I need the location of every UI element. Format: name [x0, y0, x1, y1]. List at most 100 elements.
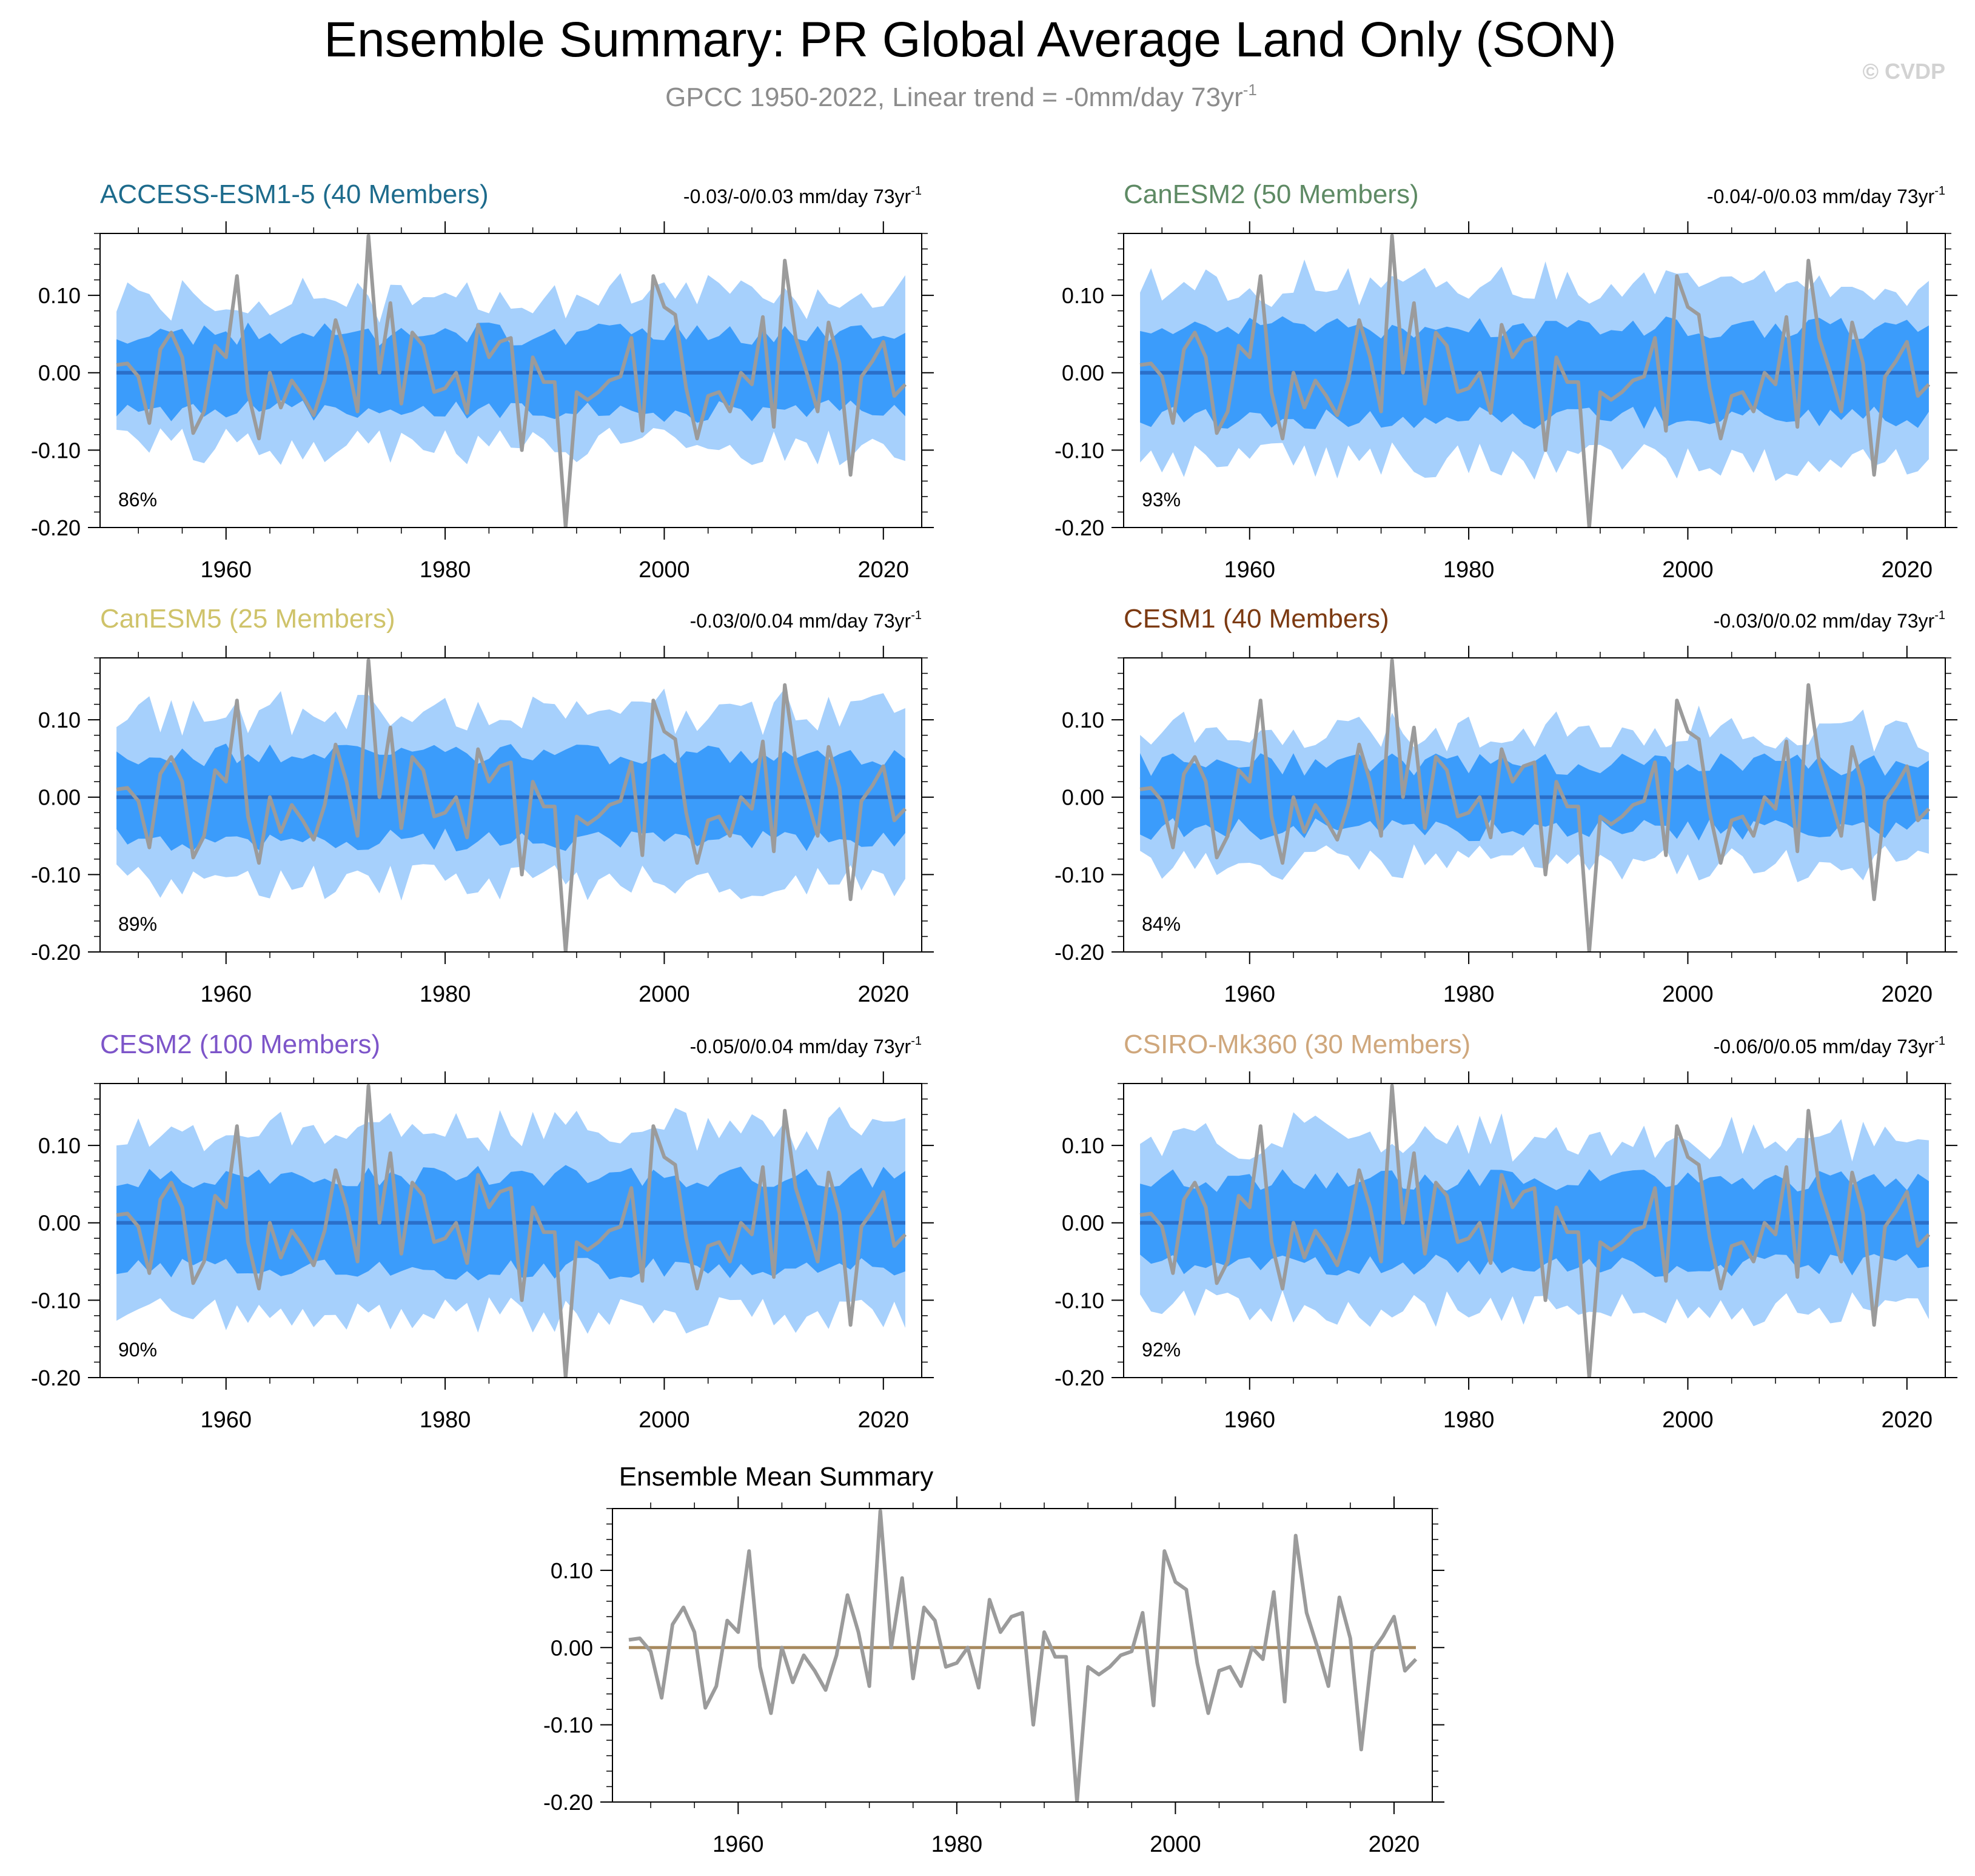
observation-line — [1139, 233, 1931, 528]
observation-line — [116, 658, 907, 952]
figure-title: Ensemble Summary: PR Global Average Land… — [324, 12, 1616, 67]
x-tick-label: 2020 — [1369, 1832, 1420, 1857]
panel-title: Ensemble Mean Summary — [619, 1462, 933, 1492]
y-tick-label: -0.20 — [1055, 515, 1104, 540]
x-tick-label: 2000 — [1662, 982, 1714, 1007]
panels: 0.10 0.00 -0.10 -0.20 1960 1980 2000 2020 ACCESS… — [31, 179, 1957, 1857]
y-tick-label: -0.20 — [31, 1365, 81, 1390]
x-tick-label: 2020 — [1881, 1407, 1933, 1433]
plot-frame — [1123, 1083, 1946, 1378]
x-tick-label: 2000 — [639, 557, 690, 583]
panel-title: ACCESS-ESM1-5 (40 Members) — [100, 179, 489, 209]
y-tick-label: -0.20 — [1055, 940, 1104, 965]
x-tick-label: 1960 — [200, 557, 252, 583]
y-tick-label: 0.10 — [1062, 283, 1104, 308]
figure-subtitle: GPCC 1950-2022, Linear trend = -0mm/day … — [665, 81, 1257, 112]
panel-title: CESM1 (40 Members) — [1124, 604, 1389, 634]
observation-line — [1139, 658, 1931, 952]
y-tick-label: -0.20 — [31, 940, 81, 965]
percent-label: 93% — [1142, 489, 1181, 511]
y-tick-label: 0.00 — [38, 1211, 81, 1236]
observation-line — [628, 1509, 1418, 1802]
trend-superscript: -1 — [1934, 1034, 1945, 1048]
panel-title: CanESM2 (50 Members) — [1124, 179, 1419, 209]
x-tick-label: 1980 — [420, 557, 471, 583]
trend-label: -0.05/0/0.04 mm/day 73yr-1 — [690, 1034, 922, 1057]
y-tick-label: -0.10 — [543, 1713, 593, 1738]
plot-area — [116, 1084, 907, 1378]
y-tick-label: -0.20 — [1055, 1365, 1104, 1390]
y-tick-label: 0.00 — [1062, 361, 1104, 386]
panel-access-eesm1-5: 0.10 0.00 -0.10 -0.20 1960 1980 2000 2020 ACCESS… — [31, 179, 934, 583]
trend-label: -0.03/-0/0.03 mm/day 73yr-1 — [683, 184, 922, 207]
trend-text: -0.03/-0/0.03 mm/day 73yr — [683, 186, 911, 207]
plot-area — [1139, 658, 1931, 952]
x-tick-label: 1960 — [1224, 1407, 1275, 1433]
x-tick-label: 2000 — [1662, 557, 1714, 583]
y-tick-label: 0.00 — [1062, 785, 1104, 810]
percent-label: 92% — [1142, 1339, 1181, 1361]
plot-area — [1139, 1084, 1931, 1378]
y-tick-label: -0.10 — [1055, 862, 1104, 887]
panel-cesm1: 0.10 0.00 -0.10 -0.20 1960 1980 2000 2020 CESM1 … — [1055, 604, 1957, 1007]
x-tick-label: 1980 — [1443, 982, 1495, 1007]
panel-title: CSIRO-Mk360 (30 Members) — [1124, 1030, 1470, 1059]
plot-frame — [1123, 657, 1946, 953]
x-tick-label: 2020 — [857, 1407, 909, 1433]
x-tick-label: 1980 — [1443, 557, 1495, 583]
y-tick-label: 0.00 — [38, 361, 81, 386]
panel-ensemble-mean-summary: 0.10 0.00 -0.10 -0.20 1960 1980 2000 2020 Ensemb… — [543, 1462, 1444, 1857]
x-tick-label: 2020 — [1881, 982, 1933, 1007]
observation-line — [1139, 1084, 1931, 1378]
y-tick-label: -0.10 — [31, 862, 81, 887]
percent-label: 84% — [1142, 913, 1181, 935]
plot-frame — [99, 233, 922, 528]
y-tick-label: -0.10 — [31, 438, 81, 463]
y-tick-label: 0.00 — [1062, 1211, 1104, 1236]
x-tick-label: 1960 — [713, 1832, 764, 1857]
percent-label: 86% — [118, 489, 157, 511]
y-tick-label: 0.10 — [38, 283, 81, 308]
x-tick-label: 1980 — [1443, 1407, 1495, 1433]
cvdp-watermark: © CVDP — [1862, 59, 1945, 84]
plot-area — [1139, 233, 1931, 528]
plot-frame — [1123, 233, 1946, 528]
x-tick-label: 2020 — [1881, 557, 1933, 583]
trend-text: -0.03/0/0.02 mm/day 73yr — [1714, 610, 1935, 632]
y-tick-label: 0.10 — [1062, 1133, 1104, 1158]
subtitle-superscript: -1 — [1243, 81, 1257, 99]
observation-line — [116, 233, 907, 528]
plot-area — [116, 233, 907, 528]
x-tick-label: 2000 — [1150, 1832, 1201, 1857]
y-tick-label: -0.10 — [1055, 438, 1104, 463]
trend-label: -0.03/0/0.02 mm/day 73yr-1 — [1714, 609, 1945, 632]
panel-title: CESM2 (100 Members) — [100, 1030, 380, 1059]
y-tick-label: -0.20 — [31, 515, 81, 540]
y-tick-label: -0.20 — [543, 1790, 593, 1815]
x-tick-label: 1960 — [1224, 557, 1275, 583]
y-tick-label: 0.10 — [38, 1133, 81, 1158]
x-tick-label: 2000 — [1662, 1407, 1714, 1433]
y-tick-label: 0.10 — [1062, 708, 1104, 732]
x-tick-label: 1980 — [420, 982, 471, 1007]
y-tick-label: 0.00 — [38, 785, 81, 810]
trend-text: -0.04/-0/0.03 mm/day 73yr — [1707, 186, 1935, 207]
plot-frame — [99, 1083, 922, 1378]
y-tick-label: -0.10 — [1055, 1288, 1104, 1313]
x-tick-label: 2000 — [639, 1407, 690, 1433]
x-tick-label: 1980 — [420, 1407, 471, 1433]
x-tick-label: 1960 — [200, 1407, 252, 1433]
observation-line — [116, 1084, 907, 1378]
x-tick-label: 2000 — [639, 982, 690, 1007]
trend-text: -0.05/0/0.04 mm/day 73yr — [690, 1036, 911, 1057]
trend-text: -0.03/0/0.04 mm/day 73yr — [690, 610, 911, 632]
panel-canesm2: 0.10 0.00 -0.10 -0.20 1960 1980 2000 2020 CanESM… — [1055, 179, 1957, 583]
plot-frame — [99, 657, 922, 953]
panel-title: CanESM5 (25 Members) — [100, 604, 395, 634]
trend-superscript: -1 — [1934, 609, 1945, 622]
y-tick-label: 0.00 — [551, 1635, 593, 1660]
x-tick-label: 2020 — [857, 982, 909, 1007]
x-tick-label: 1980 — [931, 1832, 983, 1857]
trend-superscript: -1 — [911, 609, 922, 622]
